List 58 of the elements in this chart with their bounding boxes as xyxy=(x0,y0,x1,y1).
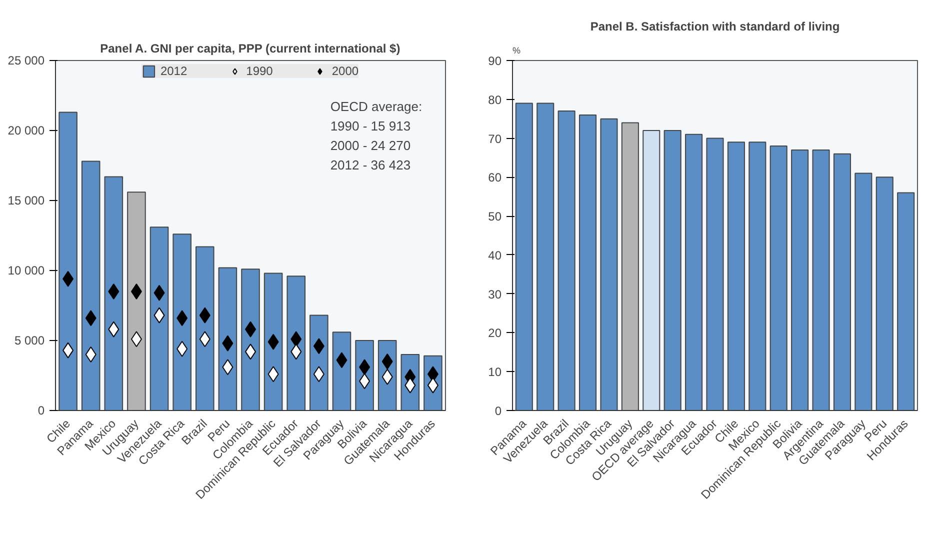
bar xyxy=(642,130,660,410)
bar xyxy=(876,176,894,410)
bar xyxy=(81,160,100,410)
y-tick-label: 10 000 xyxy=(8,264,45,278)
y-tick-label: 15 000 xyxy=(8,194,45,208)
bar xyxy=(195,246,214,410)
bar xyxy=(791,149,809,410)
bar xyxy=(854,172,872,410)
bar xyxy=(150,226,169,410)
bar xyxy=(621,122,639,410)
y-tick-label: 25 000 xyxy=(8,54,45,68)
bar xyxy=(664,130,682,410)
bar xyxy=(58,112,78,410)
bar xyxy=(748,142,766,410)
point xyxy=(85,346,96,362)
bar xyxy=(897,192,915,410)
y-tick-label: 10 xyxy=(488,365,502,380)
y-tick-label: 40 xyxy=(488,248,502,262)
y-tick-label: 0 xyxy=(494,404,502,418)
chart-title: Panel B. Satisfaction with standard of living xyxy=(590,20,840,34)
bar xyxy=(600,118,618,410)
y-tick-label: 0 xyxy=(38,404,45,418)
bar xyxy=(833,153,851,410)
bar xyxy=(770,146,788,410)
bar xyxy=(812,149,830,410)
bar xyxy=(104,176,124,410)
bar xyxy=(172,234,192,410)
bar xyxy=(332,332,352,410)
bar xyxy=(264,272,283,410)
point xyxy=(382,354,393,370)
bar xyxy=(558,110,576,410)
legend-label: 2000 xyxy=(332,64,359,78)
y-tick-label: 5 000 xyxy=(14,334,45,348)
chart-title: Panel A. GNI per capita, PPP (current international $) xyxy=(100,42,400,56)
y-tick-label: 20 xyxy=(488,326,502,340)
y-tick-label: 70 xyxy=(488,132,502,146)
bar xyxy=(127,192,146,410)
y-tick-label: 50 xyxy=(488,210,502,224)
bar xyxy=(286,276,306,410)
y-tick-label: 60 xyxy=(488,170,502,185)
point xyxy=(108,284,120,300)
y-tick-label: 20 000 xyxy=(8,124,45,138)
y-tick-label: 80 xyxy=(488,92,502,107)
bar xyxy=(685,134,703,410)
legend-label: 1990 xyxy=(246,64,273,78)
legend-label: 2012 xyxy=(160,64,188,78)
bar xyxy=(727,142,745,410)
bar xyxy=(241,268,260,410)
bar xyxy=(218,267,238,410)
bar xyxy=(706,138,724,410)
y-axis-title: % xyxy=(512,46,521,56)
point xyxy=(130,284,142,300)
y-tick-label: 30 xyxy=(488,287,502,302)
annotation: OECD average: 1990 - 15 913 2000 - 24 270 2012 - 36 423 xyxy=(330,99,422,172)
bar xyxy=(515,102,533,410)
bar xyxy=(536,102,554,410)
y-tick-label: 90 xyxy=(488,54,502,68)
bar xyxy=(579,114,597,410)
